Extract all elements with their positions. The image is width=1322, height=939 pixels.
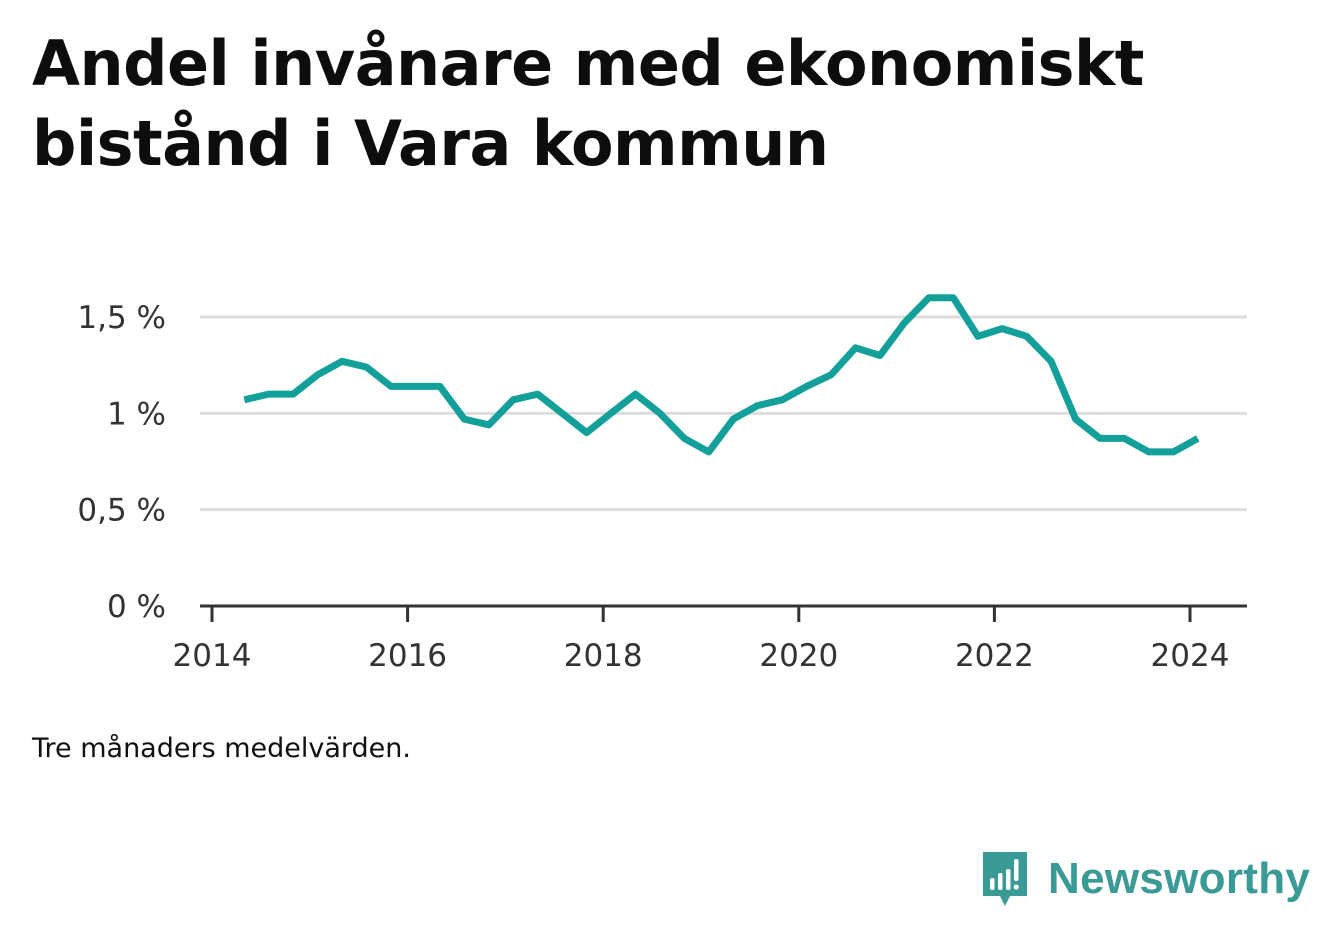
footnote: Tre månaders medelvärden. bbox=[32, 733, 411, 764]
x-tick-label: 2016 bbox=[368, 638, 447, 674]
x-tick-label: 2024 bbox=[1151, 638, 1230, 674]
x-tick-label: 2020 bbox=[759, 638, 838, 674]
x-axis: 2014 2016 2018 2020 2022 2024 bbox=[173, 604, 1247, 674]
x-tick-label: 2014 bbox=[173, 638, 252, 674]
y-tick-label: 1,5 % bbox=[77, 300, 166, 336]
y-tick-label: 1 % bbox=[107, 396, 166, 432]
grid-lines bbox=[200, 315, 1247, 512]
newsworthy-logo-icon bbox=[983, 852, 1027, 906]
x-tick-label: 2022 bbox=[955, 638, 1034, 674]
y-tick-label: 0,5 % bbox=[77, 493, 166, 529]
brand-logo[interactable]: Newsworthy bbox=[980, 848, 1310, 910]
brand-name: Newsworthy bbox=[1048, 854, 1311, 903]
series-group bbox=[243, 294, 1200, 456]
y-axis: 0 % 0,5 % 1 % 1,5 % bbox=[77, 300, 166, 625]
x-tick-label: 2018 bbox=[564, 638, 643, 674]
chart-title: Andel invånare med ekonomiskt bistånd i … bbox=[32, 27, 1144, 180]
y-tick-label: 0 % bbox=[107, 589, 166, 625]
series-line bbox=[243, 294, 1200, 456]
